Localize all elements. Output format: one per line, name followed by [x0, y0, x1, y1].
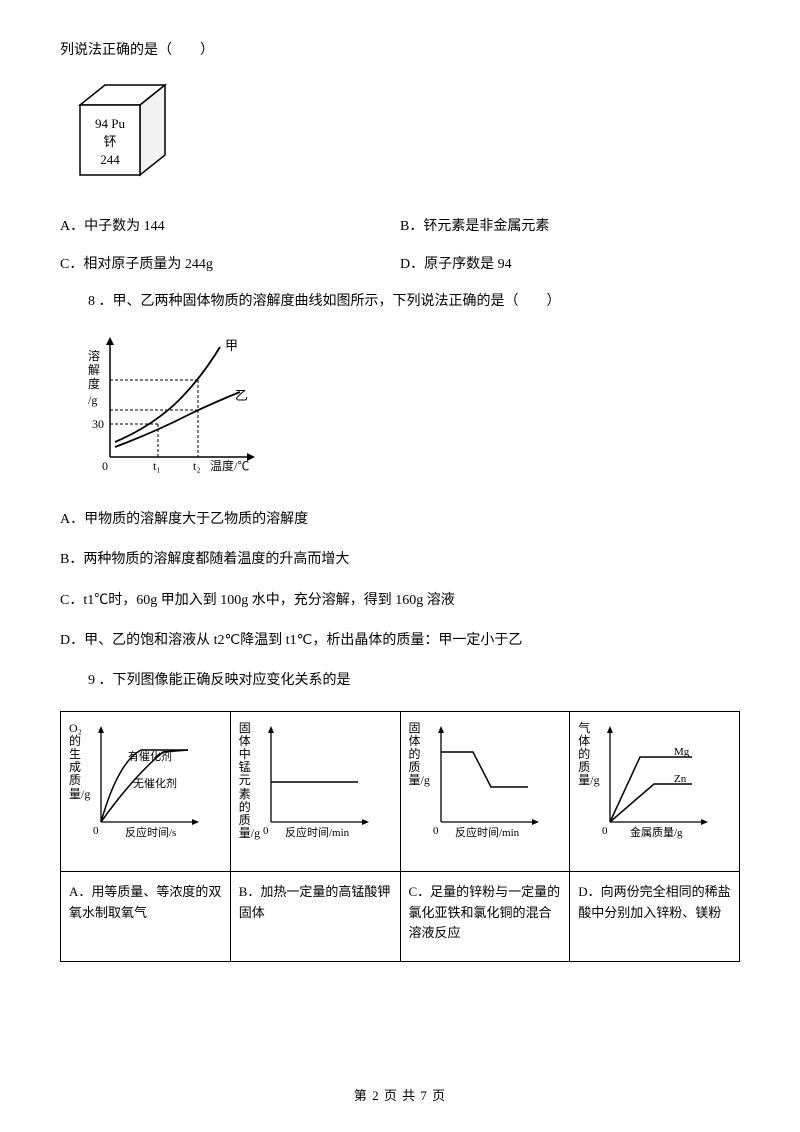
svg-text:t₁: t₁	[153, 459, 161, 473]
svg-text:反应时间/s: 反应时间/s	[125, 825, 176, 839]
svg-text:甲: 甲	[225, 338, 238, 353]
svg-text:Mg: Mg	[674, 746, 690, 758]
q7-cube: 94 Pu 钚 244	[60, 80, 740, 195]
q9-textC: C．足量的锌粉与一定量的氯化亚铁和氯化铜的混合溶液反应	[400, 871, 570, 961]
svg-text:0: 0	[433, 825, 439, 837]
q8-stem: 8 ．甲、乙两种固体物质的溶解度曲线如图所示，下列说法正确的是（ ）	[60, 291, 740, 313]
svg-text:/g: /g	[88, 393, 97, 407]
q7-row1: A．中子数为 144 B．钚元素是非金属元素	[60, 215, 740, 235]
svg-text:反应时间/min: 反应时间/min	[455, 825, 520, 839]
cube-line1: 94 Pu	[95, 116, 125, 131]
svg-text:度: 度	[88, 376, 100, 391]
q7-optB: B．钚元素是非金属元素	[400, 215, 740, 235]
svg-text:有催化剂: 有催化剂	[128, 749, 172, 763]
svg-text:0: 0	[602, 825, 608, 837]
svg-text:30: 30	[92, 417, 104, 431]
svg-text:乙: 乙	[235, 388, 248, 403]
q9-textB: B．加热一定量的高锰酸钾固体	[230, 871, 400, 961]
q8-optC: C．t1℃时，60g 甲加入到 100g 水中，充分溶解，得到 160g 溶液	[60, 590, 740, 612]
q8-optD: D．甲、乙的饱和溶液从 t2℃降温到 t1℃，析出晶体的质量：甲一定小于乙	[60, 630, 740, 652]
svg-text:溶: 溶	[88, 348, 100, 363]
cube-line2: 钚	[103, 134, 116, 149]
svg-text:解: 解	[88, 363, 100, 377]
cube-line3: 244	[100, 152, 120, 167]
q8-graph: 溶 解 度 /g 0 甲 乙 30 t₁ t₂ 温度/℃	[80, 332, 740, 487]
q7-lead: 列说法正确的是（ ）	[60, 40, 740, 62]
q8-optB: B．两种物质的溶解度都随着温度的升高而增大	[60, 549, 740, 571]
q9-stem: 9 ．下列图像能正确反映对应变化关系的是	[60, 670, 740, 692]
q9-cellD-graph: 气体的质量/g Mg Zn 0 金属质量/g	[570, 711, 740, 871]
svg-text:0: 0	[102, 459, 108, 473]
q9-textA: A．用等质量、等浓度的双氧水制取氧气	[61, 871, 231, 961]
svg-text:温度/℃: 温度/℃	[210, 458, 249, 473]
q8-optA: A．甲物质的溶解度大于乙物质的溶解度	[60, 509, 740, 531]
page-footer: 第 2 页 共 7 页	[0, 1085, 800, 1104]
svg-text:t₂: t₂	[193, 459, 201, 473]
q9-cellC-graph: 固体的质量/g 0 反应时间/min	[400, 711, 570, 871]
svg-text:0: 0	[263, 825, 269, 837]
q9-table: O₂的生成质量/g 有催化剂 无催化剂 0 反应时间/s 固体中锰元素的质量/	[60, 711, 740, 962]
svg-text:0: 0	[93, 825, 99, 837]
q7-optD: D．原子序数是 94	[400, 253, 740, 273]
q7-optA: A．中子数为 144	[60, 215, 400, 235]
svg-text:反应时间/min: 反应时间/min	[285, 825, 350, 839]
q7-row2: C．相对原子质量为 244g D．原子序数是 94	[60, 253, 740, 273]
q9-cellB-graph: 固体中锰元素的质量/g 0 反应时间/min	[230, 711, 400, 871]
q9-textD: D．向两份完全相同的稀盐酸中分别加入锌粉、镁粉	[570, 871, 740, 961]
svg-text:金属质量/g: 金属质量/g	[630, 825, 683, 839]
svg-text:Zn: Zn	[674, 773, 687, 785]
q9-cellA-graph: O₂的生成质量/g 有催化剂 无催化剂 0 反应时间/s	[61, 711, 231, 871]
q7-optC: C．相对原子质量为 244g	[60, 253, 400, 273]
svg-text:无催化剂: 无催化剂	[133, 776, 177, 790]
